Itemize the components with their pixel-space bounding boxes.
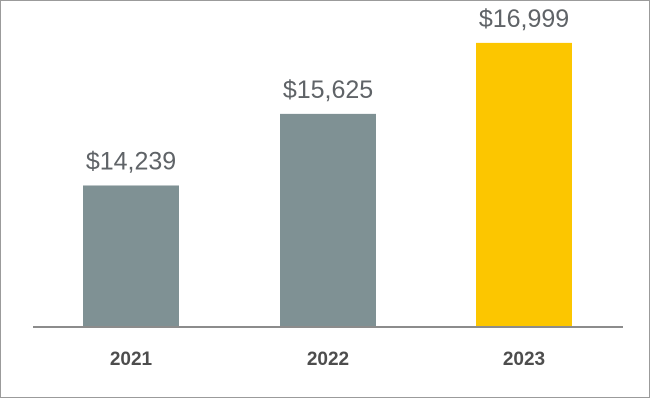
bar-2021 [83, 185, 179, 327]
value-labels-group: $14,239 $15,625 $16,999 [86, 5, 569, 176]
value-label-2021: $14,239 [86, 147, 176, 175]
bar-2023 [476, 42, 572, 327]
bars-group [83, 42, 572, 327]
x-tick-label-2023: 2023 [503, 349, 545, 370]
bar-2022 [280, 113, 376, 327]
x-tick-labels-group: 2021 2022 2023 [110, 349, 545, 370]
x-tick-label-2021: 2021 [110, 349, 153, 370]
x-tick-label-2022: 2022 [307, 349, 349, 370]
value-label-2022: $15,625 [283, 76, 373, 104]
value-label-2023: $16,999 [479, 5, 569, 33]
